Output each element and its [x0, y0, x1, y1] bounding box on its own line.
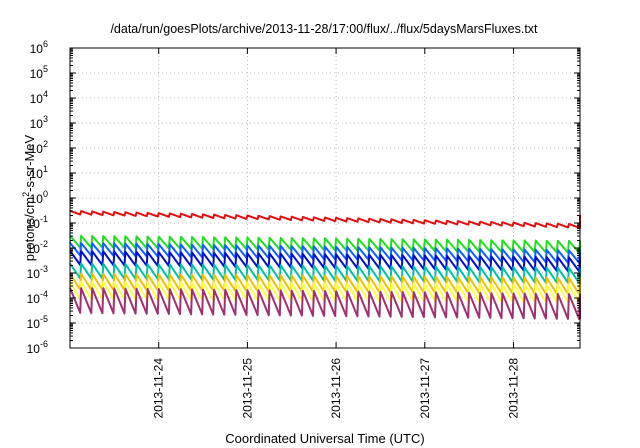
- series-line-0: [69, 209, 581, 229]
- y-tick-label: 10-5: [27, 314, 48, 331]
- series-line-7: [69, 287, 581, 320]
- y-tick-label: 102: [30, 139, 48, 156]
- x-tick-label: 2013-11-27: [418, 358, 432, 419]
- y-axis-label: protons/cm2-s-sr-MeV: [21, 134, 37, 261]
- x-tick-label: 2013-11-25: [240, 358, 254, 419]
- y-tick-label: 10-3: [27, 264, 48, 281]
- y-axis-label-power: 2: [21, 192, 31, 197]
- series-group: [69, 209, 581, 320]
- x-tick-label: 2013-11-24: [152, 358, 166, 419]
- y-tick-label: 105: [30, 64, 48, 81]
- y-axis-label-rest: -s-sr-MeV: [22, 134, 37, 191]
- y-tick-label: 104: [30, 89, 48, 106]
- y-tick-label: 101: [30, 164, 48, 181]
- series-line-4: [69, 262, 581, 284]
- y-tick-label: 10-2: [27, 239, 48, 256]
- x-tick-label: 2013-11-26: [329, 358, 343, 419]
- y-axis: 10-6 10-5 10-4 10-3 10-2 10-1 100 101 102 103 104 1…: [27, 39, 580, 356]
- series-line-2: [69, 242, 581, 264]
- x-tick-label: 2013-11-28: [506, 358, 520, 419]
- y-tick-label: 100: [30, 189, 48, 206]
- x-axis-label: Coordinated Universal Time (UTC): [225, 431, 424, 446]
- chart-title: /data/run/goesPlots/archive/2013-11-28/1…: [110, 22, 538, 36]
- y-tick-label: 10-1: [27, 214, 48, 231]
- x-axis: 2013-11-24 2013-11-25 2013-11-26 2013-11-27…: [152, 48, 520, 419]
- series-line-3: [69, 250, 581, 273]
- y-tick-label: 106: [30, 39, 48, 56]
- y-tick-label: 10-6: [27, 339, 48, 356]
- y-tick-label: 103: [30, 114, 48, 131]
- y-tick-label: 10-4: [27, 289, 48, 306]
- series-line-1: [69, 234, 581, 254]
- y-axis-label-unit: protons/cm: [22, 197, 37, 261]
